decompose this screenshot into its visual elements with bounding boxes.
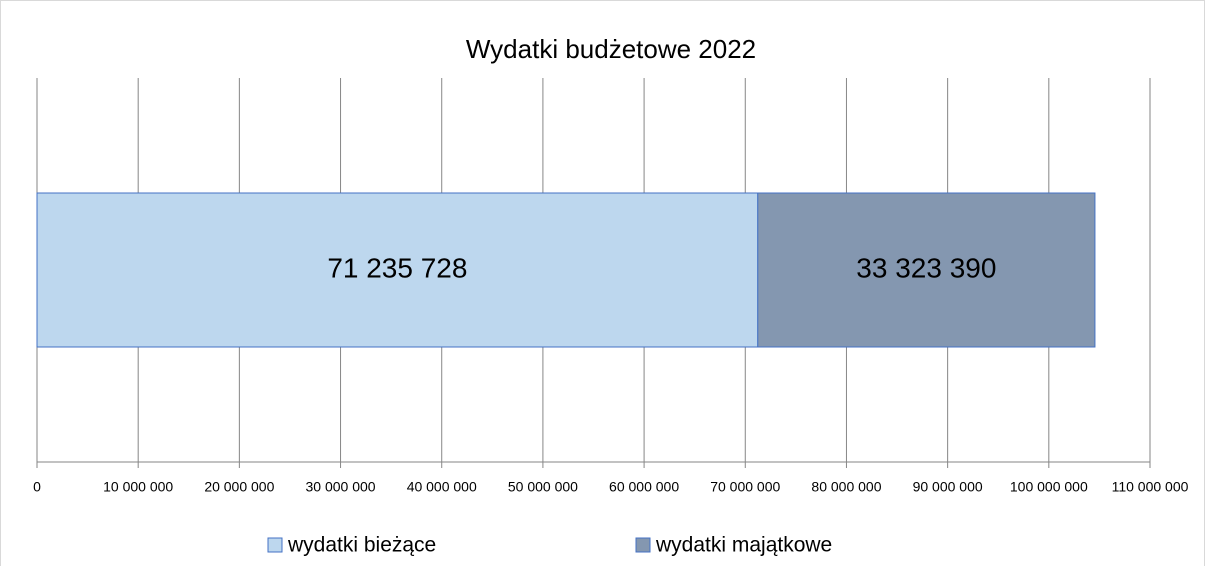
legend-swatch — [635, 537, 651, 553]
legend-label: wydatki bieżące — [287, 534, 436, 557]
x-tick-label: 10 000 000 — [103, 479, 173, 495]
x-tick-label: 80 000 000 — [811, 479, 881, 495]
x-tick-label: 30 000 000 — [306, 479, 376, 495]
data-label: 33 323 390 — [856, 252, 996, 283]
legend-swatch — [267, 537, 283, 553]
bar-segment — [757, 192, 1096, 348]
chart-title: Wydatki budżetowe 2022 — [466, 34, 756, 64]
x-tick-label: 100 000 000 — [1010, 479, 1088, 495]
x-tick-label: 40 000 000 — [407, 479, 477, 495]
x-tick-label: 50 000 000 — [508, 479, 578, 495]
x-tick-label: 70 000 000 — [710, 479, 780, 495]
x-tick-label: 60 000 000 — [609, 479, 679, 495]
data-label: 71 235 728 — [327, 252, 467, 283]
x-tick-label: 20 000 000 — [204, 479, 274, 495]
legend-label: wydatki majątkowe — [655, 534, 832, 557]
x-tick-label: 0 — [33, 479, 41, 495]
bar-segment — [36, 192, 759, 348]
x-tick-label: 110 000 000 — [1112, 479, 1189, 495]
x-tick-label: 90 000 000 — [913, 479, 983, 495]
